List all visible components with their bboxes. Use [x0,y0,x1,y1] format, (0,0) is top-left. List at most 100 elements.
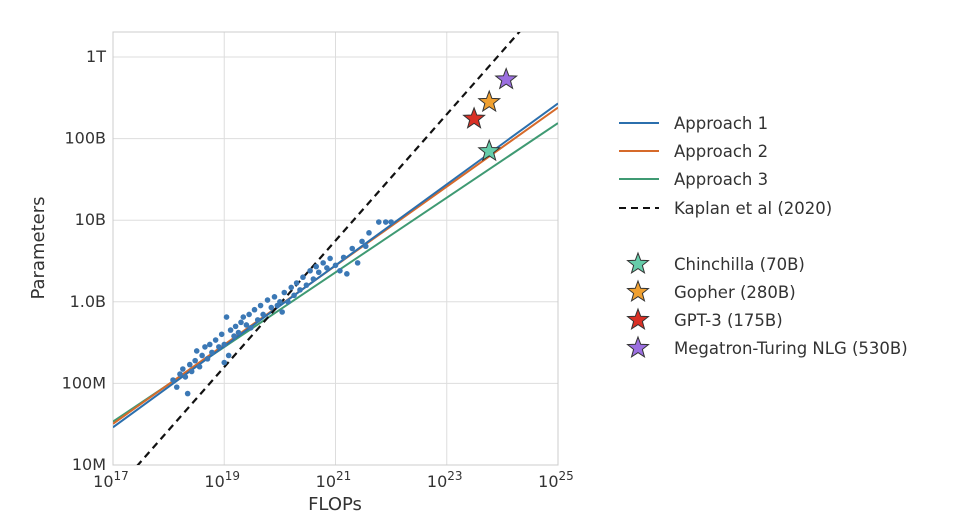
scatter-point [216,344,222,350]
legend-star-icon [626,279,650,303]
y-tick-label: 100M [62,373,106,392]
scatter-point [209,349,215,356]
legend: Approach 1 Approach 2 Approach 3 Kaplan et … [619,114,908,359]
scatter-point [238,319,244,326]
scatter-point [246,311,252,318]
scatter-point [207,341,213,348]
scatter-point [337,267,343,274]
scatter-point [218,331,225,338]
model-star-chinchilla-70b- [477,138,502,162]
scatter-point [327,255,333,262]
scatter-point [303,282,310,288]
scatter-points [170,219,394,397]
y-tick-label: 100B [64,129,106,148]
scatter-point [254,317,261,323]
scatter-point [251,306,258,313]
scatter-point [366,230,372,236]
model-star-gopher-280b- [477,89,502,113]
scatter-point [271,294,278,300]
y-axis-label: Parameters [28,196,49,299]
scatter-point [186,361,193,368]
scatter-point [344,271,350,277]
scatter-point [188,368,195,375]
x-tick-label: 1025 [538,469,574,491]
scatter-point [375,219,382,225]
model-markers [462,67,518,162]
scatter-point [177,371,183,377]
scatter-point [227,327,234,333]
scatter-point [285,299,291,305]
legend-star-icon [626,251,650,275]
x-tick-label: 1017 [93,469,129,491]
scatter-point [243,322,250,328]
plot-frame [112,31,559,466]
scatter-point [315,269,322,276]
scatter-point [180,366,186,372]
fit-line-kaplan-et-al-2020- [136,32,521,465]
scatter-point [193,348,200,354]
scatter-point [223,314,230,320]
scatter-point [192,357,198,364]
y-tick-label: 1.0B [70,292,106,311]
scatter-point [310,276,317,282]
scatter-point [202,344,208,350]
scatter-point [320,260,326,266]
scatter-point [235,329,242,336]
scatter-point [225,352,232,359]
legend-label: Gopher (280B) [674,283,796,302]
scatter-point [196,363,203,370]
scatter-point [382,219,389,225]
legend-label: Approach 3 [674,170,768,189]
legend-label: Chinchilla (70B) [674,255,805,274]
legend-label: GPT-3 (175B) [674,311,783,330]
legend-star-icon [626,335,650,359]
scatter-point [277,299,283,305]
x-tick-label: 1019 [204,469,240,491]
scatter-point [204,356,211,362]
model-star-megatron-turing-nlg-530b- [494,67,518,90]
scatter-point [221,341,228,348]
y-tick-label: 10B [75,210,106,229]
x-tick-label: 1023 [427,469,463,491]
scatter-point [231,333,237,339]
scatter-point [359,238,365,245]
scatter-point [349,245,356,252]
scatter-point [221,359,228,366]
scatter-point [307,267,313,274]
scatter-point [257,302,264,309]
scatter-point [232,323,239,330]
legend-label: Kaplan et al (2020) [674,199,832,218]
scatter-point [388,219,394,225]
scatter-point [332,262,339,269]
scatter-point [182,374,189,380]
scatter-point [293,280,300,286]
model-star-gpt-3-175b- [462,106,486,129]
scatter-point [279,309,285,315]
scatter-point [313,263,320,270]
scatter-point [340,254,347,261]
y-tick-label: 1T [86,47,106,66]
scatter-point [170,377,176,383]
legend-label: Megatron-Turing NLG (530B) [674,339,908,358]
scatter-point [354,260,361,266]
legend-label: Approach 2 [674,142,768,161]
scatter-point [264,297,271,303]
scatter-point [173,384,180,390]
legend-label: Approach 1 [674,114,768,133]
x-tick-label: 1021 [316,469,352,491]
legend-star-icon [626,307,650,331]
scatter-point [268,304,275,311]
y-tick-label: 10M [72,455,106,474]
scatter-point [199,352,205,359]
scatter-point [288,284,295,291]
scatter-point [212,337,219,343]
scatter-point [297,287,303,293]
scatter-point [260,311,266,318]
scatter-point [240,314,247,320]
scatter-point [324,265,330,271]
scatter-point [300,274,306,281]
scatter-point [281,289,288,296]
scatter-point [291,292,297,299]
tick-labels: 1017 1019 1021 1023 1025 10M 100M 1.0B 10B 100B 1T [62,47,574,491]
